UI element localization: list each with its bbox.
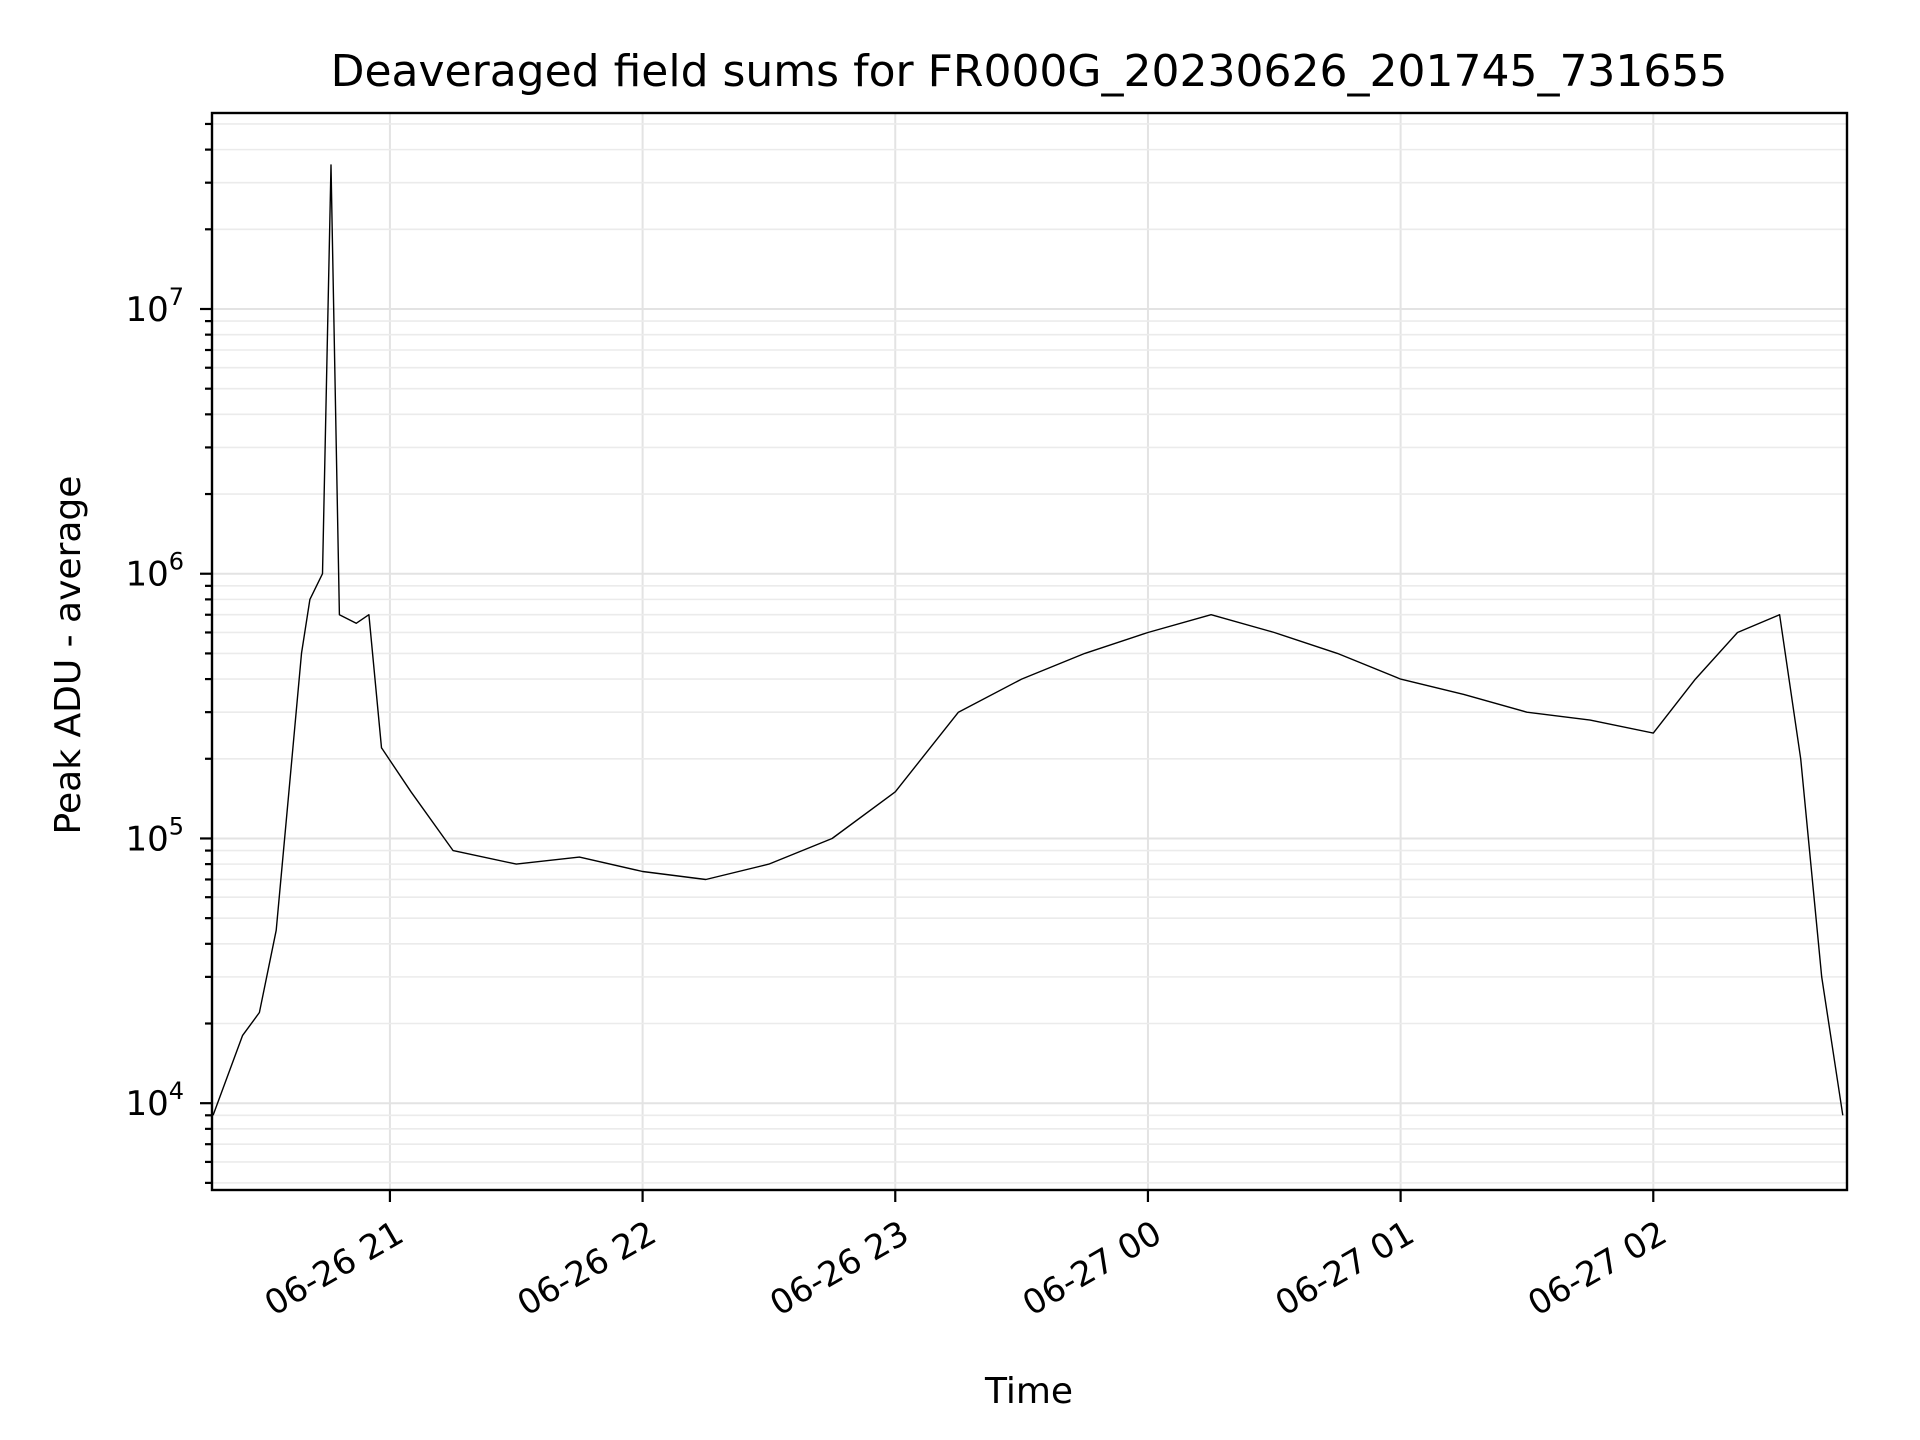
y-tick-exponent: 5 [169, 812, 184, 840]
plot-area [212, 164, 1844, 1116]
y-tick-label: 107 [125, 283, 184, 330]
chart-title: Deaveraged field sums for FR000G_2023062… [331, 46, 1728, 97]
y-tick-label: 106 [125, 548, 184, 595]
series-line [212, 164, 1844, 1116]
y-tick-exponent: 6 [169, 548, 184, 576]
y-tick-base: 10 [125, 555, 168, 595]
y-tick-label: 105 [125, 812, 184, 859]
axis-ticks [200, 122, 1655, 1202]
x-axis-label: Time [984, 1371, 1073, 1412]
y-tick-exponent: 7 [169, 283, 184, 311]
y-tick-exponent: 4 [169, 1077, 184, 1105]
y-tick-base: 10 [125, 819, 168, 859]
y-tick-base: 10 [125, 290, 168, 330]
plot-frame [210, 111, 1849, 1192]
y-axis-label: Peak ADU - average [48, 476, 89, 835]
grid [212, 113, 1847, 1190]
y-tick-base: 10 [125, 1084, 168, 1124]
y-tick-label: 104 [125, 1077, 184, 1124]
